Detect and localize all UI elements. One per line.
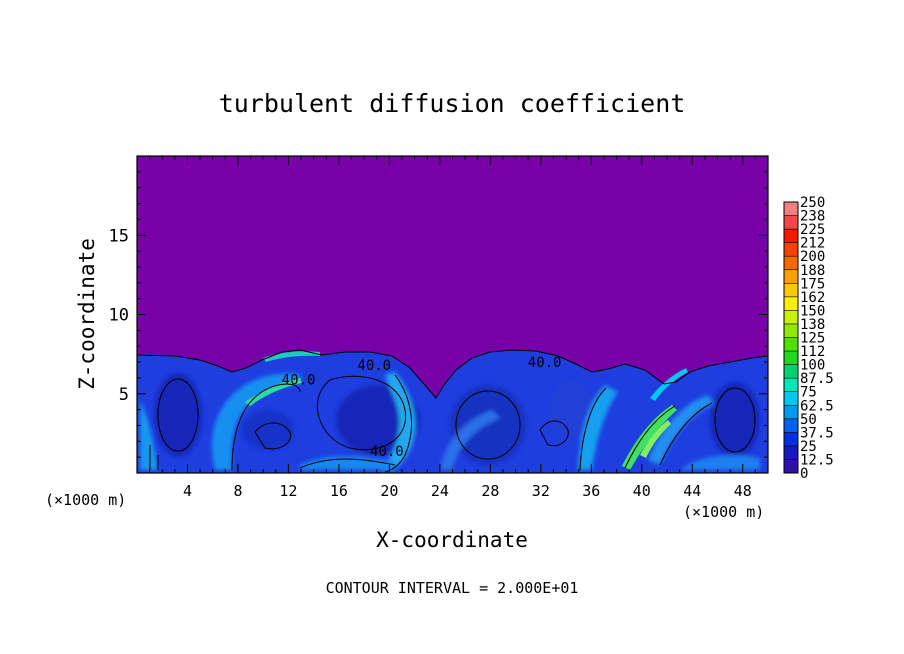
x-axis: 4 8 12 16 20 24 28 32 36 40 44 48 — [149, 156, 756, 500]
x-tick-label: 8 — [233, 482, 242, 500]
streak-high-5 — [650, 368, 688, 401]
colorbar-label: 62.5 — [800, 398, 834, 414]
eddy-bright-7 — [300, 456, 395, 470]
colorbar-label: 188 — [800, 263, 825, 279]
x-tick-label: 28 — [481, 482, 499, 500]
y-axis: 5 10 15 — [109, 171, 768, 458]
colorbar-label: 175 — [800, 276, 825, 292]
colorbar-cell — [784, 459, 798, 474]
x-tick-label: 12 — [279, 482, 297, 500]
colorbar-cell — [784, 378, 798, 393]
colorbar-cell — [784, 323, 798, 338]
colorbar-cell — [784, 310, 798, 325]
y-tick-label: 5 — [119, 385, 129, 405]
colorbar-label: 150 — [800, 303, 825, 319]
contour-label: 40.0 — [370, 444, 404, 460]
colorbar-label: 25 — [800, 439, 817, 455]
eddy-bright-3 — [578, 385, 618, 470]
streak-high-2 — [640, 420, 671, 458]
colorbar-cell — [784, 256, 798, 271]
colorbar-cell — [784, 391, 798, 406]
colorbar-cell — [784, 296, 798, 311]
x-tick-label: 44 — [683, 482, 701, 500]
eddy-patterns — [140, 372, 760, 472]
colorbar-cell — [784, 242, 798, 257]
colorbar-cell — [784, 202, 798, 217]
x-tick-label: 16 — [330, 482, 348, 500]
colorbar-cell — [784, 269, 798, 284]
x-axis-label: X-coordinate — [376, 528, 528, 552]
colorbar-label: 0 — [800, 466, 808, 482]
colorbar-label: 37.5 — [800, 425, 834, 441]
contour-lines — [137, 349, 768, 473]
contour-label-group: 40.0 40.0 40.0 40.0 — [282, 355, 562, 460]
streak-high-1 — [622, 405, 677, 470]
x-tick-label: 32 — [532, 482, 550, 500]
x-tick-label: 24 — [431, 482, 449, 500]
colorbar-label: 212 — [800, 236, 825, 252]
colorbar-label: 75 — [800, 385, 817, 401]
y-axis-label: Z-coordinate — [75, 238, 99, 390]
streak-high-4 — [263, 351, 320, 362]
eddy-bright-6 — [440, 410, 500, 470]
plot-area: 40.0 40.0 40.0 40.0 — [137, 156, 768, 473]
eddy-dark-1 — [154, 373, 202, 457]
colorbar-cell — [784, 283, 798, 298]
colorbar-cell — [784, 445, 798, 460]
colorbar-label: 100 — [800, 358, 825, 374]
colorbar-label: 238 — [800, 209, 825, 225]
colorbar-cell — [784, 337, 798, 352]
eddy-bright-8 — [680, 455, 760, 470]
colorbar-cell — [784, 432, 798, 447]
colorbar-label: 125 — [800, 331, 825, 347]
colorbar: 2502382252122001881751621501381251121008… — [783, 195, 834, 482]
colorbar-label: 200 — [800, 249, 825, 265]
x-unit-left: (×1000 m) — [45, 491, 126, 509]
x-tick-label: 20 — [380, 482, 398, 500]
colorbar-label: 12.5 — [800, 452, 834, 468]
eddy-dark-4 — [710, 382, 760, 458]
eddy-dark-5 — [242, 410, 294, 450]
x-tick-label: 48 — [734, 482, 752, 500]
x-unit-right: (×1000 m) — [683, 503, 764, 521]
colorbar-label: 112 — [800, 344, 825, 360]
colorbar-label: 225 — [800, 222, 825, 238]
eddy-dark-3 — [450, 385, 526, 465]
x-tick-label: 4 — [183, 482, 192, 500]
colorbar-cell — [784, 405, 798, 420]
colorbar-cell — [784, 351, 798, 366]
eddy-bright-1 — [211, 373, 302, 470]
y-tick-label: 15 — [109, 226, 129, 246]
contour-interval-note: CONTOUR INTERVAL = 2.000E+01 — [326, 579, 579, 597]
contour-label: 40.0 — [282, 372, 316, 388]
colorbar-cell — [784, 229, 798, 244]
y-tick-label: 10 — [109, 306, 129, 326]
eddy-bright-5 — [140, 400, 158, 470]
colorbar-label: 138 — [800, 317, 825, 333]
colorbar-label: 50 — [800, 412, 817, 428]
x-tick-label: 40 — [633, 482, 651, 500]
colorbar-cell — [784, 364, 798, 379]
colorbar-label: 250 — [800, 195, 825, 211]
colorbar-cell — [784, 215, 798, 230]
chart-title: turbulent diffusion coefficient — [219, 89, 686, 118]
contour-label: 40.0 — [357, 358, 391, 374]
colorbar-label: 87.5 — [800, 371, 834, 387]
eddy-dark-6 — [550, 380, 594, 440]
streak-high-3 — [245, 378, 302, 406]
contour-label: 40.0 — [528, 355, 562, 371]
colorbar-label: 162 — [800, 290, 825, 306]
colorbar-cell — [784, 418, 798, 433]
x-tick-label: 36 — [582, 482, 600, 500]
